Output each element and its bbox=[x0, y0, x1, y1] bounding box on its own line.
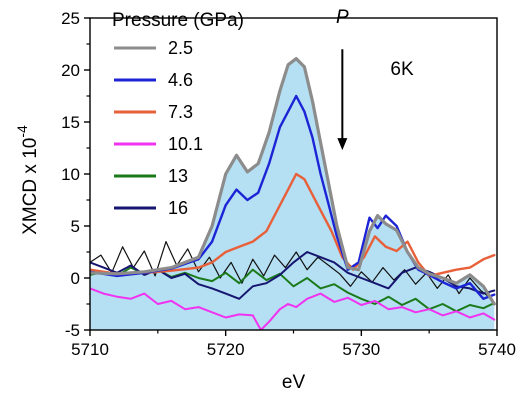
x-tick-label: 5720 bbox=[207, 340, 245, 359]
series-line-10-1 bbox=[90, 287, 496, 330]
annotation-1: 6K bbox=[390, 59, 414, 80]
x-tick-label: 5730 bbox=[342, 340, 380, 359]
y-tick-label: 5 bbox=[71, 217, 80, 236]
legend-label-7-3: 7.3 bbox=[168, 102, 193, 122]
legend-label-4-6: 4.6 bbox=[168, 70, 193, 90]
legend-label-16: 16 bbox=[168, 198, 188, 218]
y-axis-title-exponent: -4 bbox=[14, 125, 30, 138]
x-tick-label: 5740 bbox=[478, 340, 516, 359]
axes: 5710 5720 5730 5740 -5 0 5 10 15 20 25 eV XMCD x 10-… bbox=[14, 9, 516, 393]
annotations: P 6K bbox=[336, 7, 414, 151]
series-line-2-5 bbox=[90, 57, 496, 306]
legend-title: Pressure (GPa) bbox=[112, 10, 244, 31]
y-axis-title: XMCD x 10-4 bbox=[14, 125, 41, 235]
x-tick-label: 5710 bbox=[71, 340, 109, 359]
y-tick-label: 0 bbox=[71, 269, 80, 288]
plot-clip-group bbox=[90, 57, 496, 330]
annotation-0: P bbox=[336, 7, 349, 28]
legend-label-10-1: 10.1 bbox=[168, 134, 203, 154]
y-axis-title-main: XMCD x 10 bbox=[20, 138, 41, 235]
y-tick-label: 25 bbox=[61, 9, 80, 28]
pressure-arrow-head bbox=[337, 138, 348, 151]
legend: Pressure (GPa) 2.5 4.6 7.3 10.1 13 16 bbox=[112, 10, 244, 218]
x-axis-title: eV bbox=[282, 372, 306, 393]
y-tick-label: 10 bbox=[61, 165, 80, 184]
area-fill-2.5 bbox=[90, 58, 495, 330]
y-tick-label: 15 bbox=[61, 113, 80, 132]
legend-label-2-5: 2.5 bbox=[168, 38, 193, 58]
y-tick-label: 20 bbox=[61, 61, 80, 80]
legend-label-13: 13 bbox=[168, 166, 188, 186]
plot-area bbox=[90, 57, 496, 330]
y-tick-label: -5 bbox=[65, 321, 80, 340]
